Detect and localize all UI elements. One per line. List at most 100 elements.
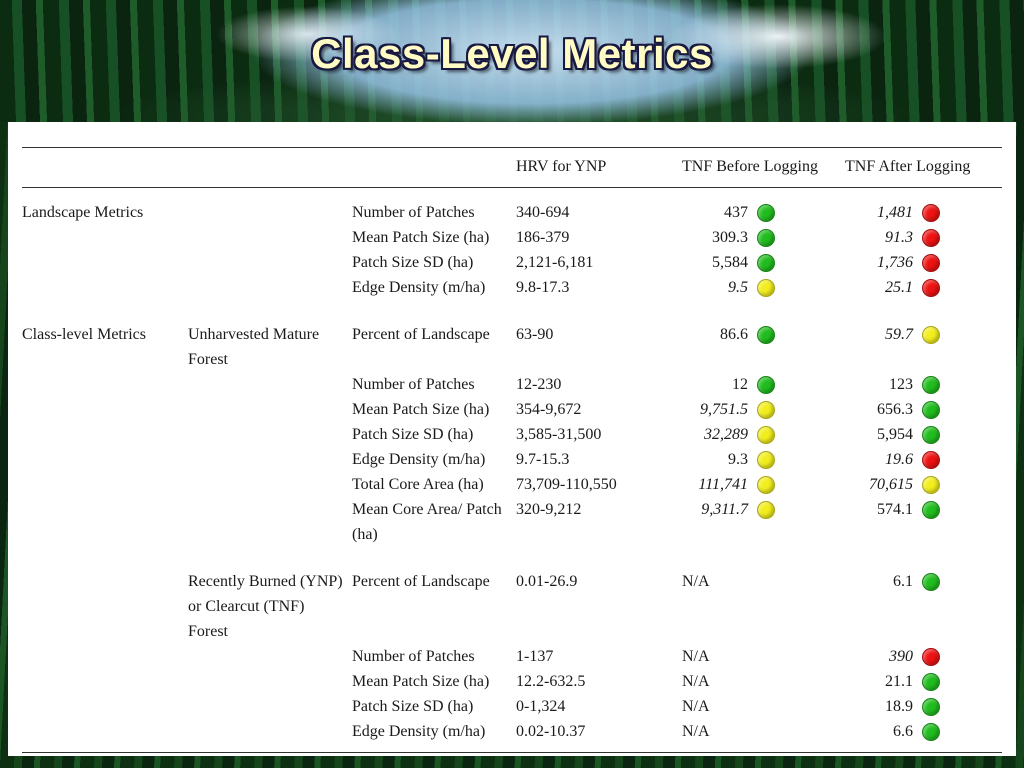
hrv-range-value: 320-9,212 [516,501,582,518]
tnf-after-cell: 19.6 [845,447,990,472]
status-dot-green [757,229,775,247]
hrv-range-value: 0-1,324 [516,698,566,715]
hrv-range-value: 340-694 [516,204,570,221]
hrv-range-value: 0.02-10.37 [516,723,586,740]
hrv-range-value: 9.8-17.3 [516,279,570,296]
tnf-before-value: N/A [682,573,710,590]
table-row: Edge Density (m/ha) 9.7-15.3 9.3 19.6 [22,447,1002,472]
tnf-after-value: 390 [889,648,913,665]
tnf-before-cell: 12 [682,372,845,397]
table-row: Total Core Area (ha) 73,709-110,550 111,… [22,472,1002,497]
table-row: Patch Size SD (ha) 2,121-6,181 5,584 1,7… [22,250,1002,275]
tnf-after-value: 91.3 [885,229,913,246]
tnf-before-value: N/A [682,648,710,665]
tnf-after-cell: 390 [845,644,990,669]
metrics-table: HRV for YNP TNF Before Logging TNF After… [22,147,1002,753]
table-row: Mean Patch Size (ha) 12.2-632.5 N/A 21.1 [22,669,1002,694]
tnf-after-value: 574.1 [877,501,913,518]
tnf-before-value: N/A [682,698,710,715]
hrv-range-value: 73,709-110,550 [516,476,617,493]
header-photo-banner: Class-Level Metrics [0,0,1024,122]
status-dot-yellow [922,476,940,494]
tnf-after-value: 123 [889,376,913,393]
tnf-after-value: 656.3 [877,401,913,418]
tnf-after-value: 21.1 [885,673,913,690]
status-dot-yellow [757,451,775,469]
tnf-before-cell: 9,311.7 [682,497,845,522]
tnf-before-cell: 9.5 [682,275,845,300]
status-dot-green [922,426,940,444]
table-header-row: HRV for YNP TNF Before Logging TNF After… [22,147,1002,188]
tnf-before-value: 9,311.7 [701,501,748,518]
hrv-range-value: 0.01-26.9 [516,573,578,590]
table-row: Mean Patch Size (ha) 186-379 309.3 91.3 [22,225,1002,250]
status-dot-red [922,204,940,222]
column-header-hrv: HRV for YNP [516,158,607,175]
tnf-before-cell: N/A [682,694,845,719]
tnf-after-value: 59.7 [885,326,913,343]
status-dot-green [922,573,940,591]
metric-label: Patch Size SD (ha) [352,698,474,715]
tnf-after-cell: 25.1 [845,275,990,300]
tnf-after-cell: 1,736 [845,250,990,275]
table-row: Mean Core Area/ Patch (ha) 320-9,212 9,3… [22,497,1002,547]
table-row: Class-level Metrics Unharvested Mature F… [22,322,1002,372]
hrv-range-value: 9.7-15.3 [516,451,570,468]
table-row: Mean Patch Size (ha) 354-9,672 9,751.5 6… [22,397,1002,422]
table-row: Landscape Metrics Number of Patches 340-… [22,200,1002,225]
status-dot-green [922,401,940,419]
tnf-before-cell: N/A [682,669,845,694]
tnf-before-cell: N/A [682,569,845,594]
tnf-after-cell: 91.3 [845,225,990,250]
subgroup-label: Recently Burned (YNP) or Clearcut (TNF) … [188,573,343,640]
status-dot-red [922,279,940,297]
group-label: Landscape Metrics [22,204,144,221]
status-dot-red [922,648,940,666]
tnf-before-cell: N/A [682,644,845,669]
tnf-after-cell: 1,481 [845,200,990,225]
tnf-after-cell: 18.9 [845,694,990,719]
tnf-before-cell: 309.3 [682,225,845,250]
tnf-after-cell: 6.6 [845,719,990,744]
status-dot-yellow [757,401,775,419]
tnf-after-value: 25.1 [885,279,913,296]
hrv-range-value: 354-9,672 [516,401,582,418]
tnf-before-value: 437 [724,204,748,221]
tnf-after-cell: 6.1 [845,569,990,594]
status-dot-green [757,254,775,272]
column-header-tnf-before: TNF Before Logging [682,158,818,175]
metric-label: Edge Density (m/ha) [352,451,486,468]
tnf-before-cell: 5,584 [682,250,845,275]
metric-label: Patch Size SD (ha) [352,254,474,271]
tnf-before-value: 9.3 [728,451,748,468]
hrv-range-value: 12.2-632.5 [516,673,586,690]
tnf-after-cell: 574.1 [845,497,990,522]
tnf-before-value: N/A [682,673,710,690]
metric-label: Percent of Landscape [352,573,490,590]
metric-label: Number of Patches [352,204,475,221]
tnf-before-cell: 86.6 [682,322,845,347]
tnf-before-cell: 9.3 [682,447,845,472]
tnf-before-value: 32,289 [704,426,748,443]
status-dot-green [922,723,940,741]
tnf-after-value: 18.9 [885,698,913,715]
hrv-range-value: 3,585-31,500 [516,426,602,443]
metric-label: Mean Patch Size (ha) [352,673,490,690]
table-row: Patch Size SD (ha) 0-1,324 N/A 18.9 [22,694,1002,719]
tnf-before-cell: 9,751.5 [682,397,845,422]
status-dot-green [922,698,940,716]
status-dot-green [922,501,940,519]
tnf-after-cell: 21.1 [845,669,990,694]
subgroup-label: Unharvested Mature Forest [188,326,320,368]
metric-label: Edge Density (m/ha) [352,279,486,296]
tnf-before-value: 9,751.5 [700,401,748,418]
tnf-before-cell: N/A [682,719,845,744]
hrv-range-value: 2,121-6,181 [516,254,594,271]
hrv-range-value: 186-379 [516,229,570,246]
hrv-range-value: 63-90 [516,326,554,343]
tnf-after-value: 19.6 [885,451,913,468]
metric-label: Edge Density (m/ha) [352,723,486,740]
tnf-after-value: 1,736 [877,254,913,271]
tnf-before-value: 5,584 [712,254,748,271]
status-dot-green [757,204,775,222]
